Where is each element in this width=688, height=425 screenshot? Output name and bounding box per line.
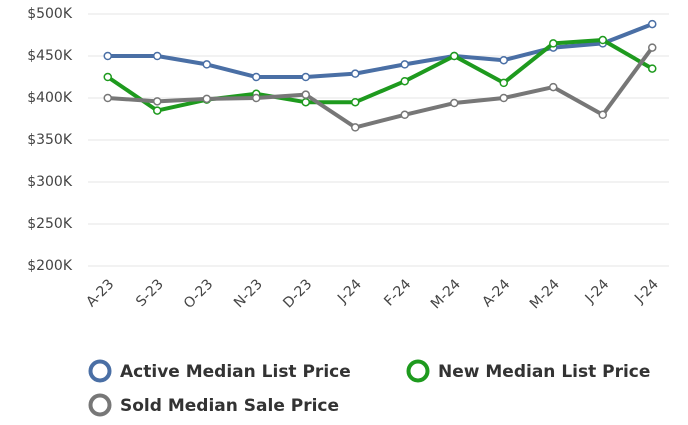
- y-tick-label: $500K: [27, 6, 73, 22]
- data-point: [450, 98, 459, 108]
- data-point: [351, 97, 360, 107]
- x-tick-label: M-24: [428, 276, 464, 312]
- data-point: [400, 60, 409, 69]
- data-point: [103, 51, 112, 61]
- data-point: [252, 93, 261, 103]
- series-line: [107, 22, 653, 79]
- data-point: [499, 78, 508, 88]
- data-point: [103, 72, 112, 82]
- data-point: [648, 19, 657, 29]
- data-point: [499, 93, 508, 103]
- data-point: [103, 93, 112, 103]
- legend-marker: [88, 393, 112, 417]
- x-tick-label: N-23: [231, 276, 266, 311]
- data-point: [499, 55, 508, 65]
- data-point: [400, 76, 409, 86]
- data-point: [351, 123, 360, 132]
- data-point: [549, 39, 558, 48]
- y-tick-label: $250K: [27, 216, 73, 232]
- data-point: [450, 51, 459, 61]
- legend-label: Active Median List Price: [120, 362, 351, 382]
- data-point: [648, 43, 657, 52]
- y-tick-label: $450K: [27, 48, 73, 64]
- data-point: [301, 72, 310, 82]
- data-point: [202, 60, 211, 69]
- data-point: [301, 97, 310, 107]
- x-tick-label: O-23: [181, 276, 217, 312]
- data-point: [301, 90, 310, 99]
- series-line: [106, 38, 654, 113]
- data-point: [153, 51, 162, 61]
- x-tick-label: D-23: [280, 276, 315, 311]
- x-tick-label: J-24: [582, 276, 613, 307]
- data-point: [153, 97, 162, 106]
- x-tick-label: F-24: [381, 276, 414, 309]
- x-tick-label: A-23: [83, 276, 117, 310]
- legend-label: Sold Median Sale Price: [120, 396, 339, 416]
- data-point: [153, 106, 162, 115]
- y-tick-label: $350K: [27, 132, 73, 148]
- x-tick-label: J-24: [334, 276, 365, 307]
- data-point: [400, 110, 409, 120]
- series-line: [107, 46, 654, 130]
- data-point: [648, 64, 657, 73]
- data-point: [598, 110, 607, 120]
- legend-label: New Median List Price: [438, 362, 650, 382]
- data-point: [202, 94, 211, 104]
- y-tick-label: $400K: [27, 90, 73, 106]
- x-tick-label: J-24: [631, 276, 662, 307]
- data-point: [549, 82, 558, 92]
- y-tick-label: $300K: [27, 174, 73, 190]
- data-point: [598, 35, 607, 45]
- data-point: [351, 69, 360, 78]
- x-tick-label: M-24: [527, 276, 563, 312]
- legend-marker: [88, 359, 112, 383]
- data-point: [252, 72, 261, 82]
- x-tick-label: A-24: [479, 276, 513, 310]
- legend-marker: [406, 359, 430, 383]
- x-tick-label: S-23: [133, 276, 167, 310]
- y-tick-label: $200K: [27, 258, 73, 274]
